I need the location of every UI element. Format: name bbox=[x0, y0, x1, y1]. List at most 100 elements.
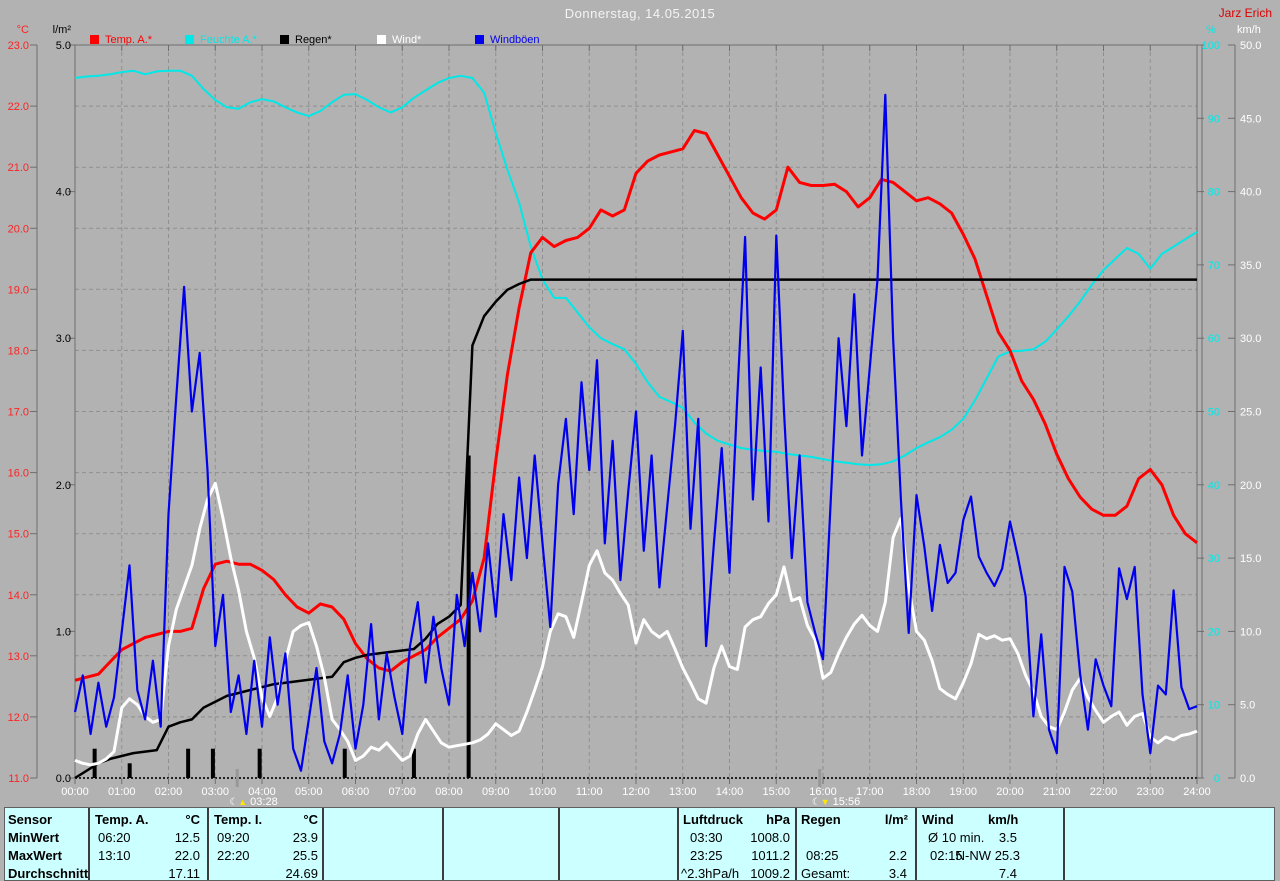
series-wind bbox=[74, 481, 1198, 767]
rain-max: 2.2 bbox=[888, 848, 907, 863]
temp-a-min: 12.5 bbox=[174, 830, 200, 845]
marker-moonrise: ☾▲ 03:28 bbox=[229, 796, 277, 808]
svg-text:02:00: 02:00 bbox=[155, 786, 183, 798]
pressure-max: 1011.2 bbox=[751, 848, 790, 863]
table-divider bbox=[915, 808, 917, 880]
table-row-label: MinWert bbox=[8, 830, 60, 845]
table-divider bbox=[677, 808, 679, 880]
table-divider bbox=[795, 808, 797, 880]
wind-min-label: Ø 10 min. bbox=[928, 830, 985, 845]
legend-item-windboeen: Windböen bbox=[475, 31, 540, 46]
svg-text:13.0: 13.0 bbox=[8, 651, 29, 663]
wind-axis: 0.0 5.0 10.0 15.0 20.0 25.0 30.0 35.0 40.0 45.0 50… bbox=[1228, 40, 1261, 785]
pressure-max-time: 23:25 bbox=[690, 848, 723, 863]
pressure-unit: hPa bbox=[766, 812, 790, 827]
temp-a-avg: 17.11 bbox=[168, 866, 200, 881]
svg-text:20: 20 bbox=[1208, 626, 1220, 638]
legend-label: Regen* bbox=[295, 33, 332, 46]
humidity-axis: 0 10 20 30 40 50 60 70 80 90 100 bbox=[1197, 40, 1220, 785]
svg-text:20:00: 20:00 bbox=[996, 786, 1024, 798]
svg-text:15.0: 15.0 bbox=[1240, 553, 1261, 565]
temp-i-max: 25.5 bbox=[292, 848, 318, 863]
svg-text:24:00: 24:00 bbox=[1183, 786, 1211, 798]
marker-time: 15:56 bbox=[832, 796, 861, 808]
wind-max: N-NW 25.3 bbox=[955, 848, 1020, 863]
svg-text:12:00: 12:00 bbox=[622, 786, 650, 798]
table-divider bbox=[558, 808, 560, 880]
svg-text:20.0: 20.0 bbox=[1240, 480, 1261, 492]
svg-text:22.0: 22.0 bbox=[8, 101, 29, 113]
series-temp-a bbox=[74, 129, 1198, 682]
wind-header: Wind bbox=[922, 812, 954, 827]
table-divider bbox=[1063, 808, 1065, 880]
svg-text:11.0: 11.0 bbox=[8, 773, 29, 785]
temp-a-max: 22.0 bbox=[174, 848, 200, 863]
svg-text:05:00: 05:00 bbox=[295, 786, 323, 798]
moonrise-icon: ☾▲ bbox=[229, 797, 248, 808]
svg-text:03:00: 03:00 bbox=[201, 786, 229, 798]
rain-axis: 0.0 1.0 2.0 3.0 4.0 5.0 bbox=[56, 40, 75, 785]
marker-moonset: ☾▼ 15:56 bbox=[812, 796, 860, 808]
marker-time: 03:28 bbox=[250, 796, 278, 808]
legend-item-temp-a: Temp. A.* bbox=[90, 31, 152, 46]
svg-text:13:00: 13:00 bbox=[669, 786, 697, 798]
rain-total-label: Gesamt: bbox=[801, 866, 851, 881]
svg-text:1.0: 1.0 bbox=[56, 626, 71, 638]
svg-text:21:00: 21:00 bbox=[1043, 786, 1071, 798]
svg-text:15.0: 15.0 bbox=[8, 529, 29, 541]
temp-a-max-time: 13:10 bbox=[98, 848, 131, 863]
legend-label: Wind* bbox=[392, 33, 422, 46]
gridlines bbox=[75, 45, 1197, 778]
svg-text:90: 90 bbox=[1208, 113, 1220, 125]
temp-a-min-time: 06:20 bbox=[98, 830, 131, 845]
svg-text:19.0: 19.0 bbox=[8, 284, 29, 296]
moonset-icon: ☾▼ bbox=[811, 797, 830, 808]
svg-text:10.0: 10.0 bbox=[1240, 626, 1261, 638]
wind-unit: km/h bbox=[988, 812, 1019, 827]
wind-min: 3.5 bbox=[998, 830, 1017, 845]
svg-text:5.0: 5.0 bbox=[1240, 700, 1255, 712]
svg-text:60: 60 bbox=[1208, 333, 1220, 345]
svg-text:5.0: 5.0 bbox=[56, 40, 71, 52]
svg-text:09:00: 09:00 bbox=[482, 786, 510, 798]
svg-text:70: 70 bbox=[1208, 260, 1220, 272]
svg-text:35.0: 35.0 bbox=[1240, 260, 1261, 272]
regen-swatch-icon bbox=[280, 35, 289, 45]
svg-text:10: 10 bbox=[1208, 700, 1220, 712]
svg-text:30.0: 30.0 bbox=[1240, 333, 1261, 345]
humidity-axis-unit: % bbox=[1206, 24, 1216, 36]
author-name: Jarz Erich bbox=[1218, 6, 1272, 20]
legend-item-wind: Wind* bbox=[377, 31, 422, 46]
temp-i-min: 23.9 bbox=[292, 830, 318, 845]
pressure-min: 1008.0 bbox=[750, 830, 790, 845]
temp-i-min-time: 09:20 bbox=[217, 830, 250, 845]
pressure-header: Luftdruck bbox=[683, 812, 743, 827]
svg-text:0.0: 0.0 bbox=[56, 773, 71, 785]
svg-text:100: 100 bbox=[1202, 40, 1220, 52]
rain-axis-unit: l/m² bbox=[52, 24, 71, 36]
legend-label: Windböen bbox=[490, 33, 540, 46]
temp-i-avg: 24.69 bbox=[285, 866, 318, 881]
table-divider bbox=[88, 808, 90, 880]
svg-text:04:00: 04:00 bbox=[248, 786, 276, 798]
table-divider bbox=[442, 808, 444, 880]
svg-text:16:00: 16:00 bbox=[809, 786, 837, 798]
wind-axis-unit: km/h bbox=[1237, 24, 1261, 36]
svg-text:07:00: 07:00 bbox=[388, 786, 416, 798]
svg-text:08:00: 08:00 bbox=[435, 786, 463, 798]
svg-text:12.0: 12.0 bbox=[8, 712, 29, 724]
svg-text:21.0: 21.0 bbox=[8, 162, 29, 174]
svg-text:2.0: 2.0 bbox=[56, 480, 71, 492]
feuchte-a-swatch-icon bbox=[185, 35, 194, 45]
rain-bars bbox=[92, 455, 471, 778]
rain-unit: l/m² bbox=[884, 812, 908, 827]
series-regen-summe bbox=[74, 278, 1197, 780]
temp-i-max-time: 22:20 bbox=[217, 848, 250, 863]
svg-text:19:00: 19:00 bbox=[949, 786, 977, 798]
svg-text:06:00: 06:00 bbox=[342, 786, 370, 798]
page-title: Donnerstag, 14.05.2015 bbox=[564, 6, 716, 21]
svg-text:23:00: 23:00 bbox=[1136, 786, 1164, 798]
table-row-label: Durchschnitt bbox=[8, 866, 89, 881]
svg-text:45.0: 45.0 bbox=[1240, 113, 1261, 125]
